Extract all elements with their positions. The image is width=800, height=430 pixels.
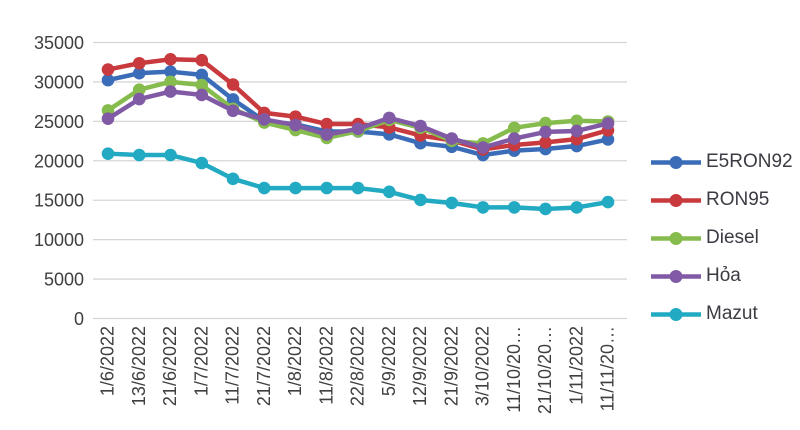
data-point — [226, 78, 240, 91]
data-point — [195, 88, 209, 102]
chart-legend: E5RON92 RON95 Diesel Hỏa — [650, 147, 793, 329]
y-tick-label: 30000 — [34, 72, 84, 92]
x-tick-label: 21/6/2022 — [160, 326, 180, 406]
data-point — [320, 117, 334, 131]
data-point — [507, 201, 521, 214]
data-point — [539, 136, 552, 149]
data-point — [476, 201, 490, 214]
data-point — [195, 156, 209, 170]
data-point — [445, 196, 459, 210]
data-point — [570, 201, 584, 214]
x-tick-label: 22/8/2022 — [348, 326, 368, 406]
data-point — [195, 78, 209, 92]
data-point — [414, 193, 427, 207]
legend-label: E5RON92 — [706, 151, 793, 172]
y-tick-label: 5000 — [44, 270, 84, 290]
y-tick-label: 15000 — [34, 191, 84, 211]
data-point — [445, 132, 459, 145]
data-point — [570, 114, 584, 128]
data-point — [226, 93, 240, 106]
data-point — [101, 63, 115, 76]
legend-marker-icon — [651, 269, 701, 283]
x-tick-label: 12/9/2022 — [410, 326, 430, 406]
data-point — [507, 132, 521, 145]
data-point — [601, 133, 615, 146]
data-point — [570, 124, 584, 138]
x-tick-label: 11/7/2022 — [223, 326, 243, 405]
data-point — [351, 181, 365, 195]
legend-item-mazut: Mazut — [650, 299, 793, 329]
data-point — [539, 202, 552, 216]
data-point — [226, 104, 240, 118]
x-tick-label: 11/8/2022 — [316, 326, 336, 405]
data-point — [414, 119, 427, 133]
data-point — [539, 116, 552, 130]
legend-marker-icon — [651, 231, 701, 245]
y-tick-label: 10000 — [34, 230, 84, 250]
data-point — [257, 113, 271, 126]
legend-label: Mazut — [706, 303, 758, 324]
data-point — [101, 73, 115, 87]
data-point — [382, 111, 396, 125]
y-tick-label: 25000 — [34, 112, 84, 132]
data-point — [164, 65, 177, 78]
legend-item-diesel: Diesel — [650, 223, 793, 253]
data-point — [601, 117, 615, 130]
data-point — [132, 66, 146, 80]
data-point — [164, 52, 177, 66]
data-point — [164, 148, 177, 162]
data-point — [101, 112, 115, 125]
x-tick-label: 21/7/2022 — [254, 326, 274, 406]
x-tick-label: 1/11/2022 — [566, 326, 586, 405]
legend-label: RON95 — [706, 189, 770, 210]
data-point — [195, 68, 209, 82]
data-point — [476, 141, 490, 154]
data-point — [164, 85, 177, 98]
y-tick-label: 0 — [74, 309, 84, 329]
data-point — [320, 181, 334, 195]
x-tick-label: 1/7/2022 — [191, 326, 211, 396]
legend-item-e5ron92: E5RON92 — [650, 147, 793, 177]
data-point — [132, 83, 146, 96]
data-point — [132, 56, 146, 70]
data-point — [382, 185, 396, 199]
data-point — [351, 122, 365, 136]
x-tick-label: 5/9/2022 — [379, 326, 399, 396]
y-tick-label: 20000 — [34, 151, 84, 171]
legend-marker-icon — [651, 155, 701, 169]
data-point — [601, 195, 615, 209]
data-point — [101, 147, 115, 160]
data-point — [226, 172, 240, 186]
x-tick-label: 1/8/2022 — [285, 326, 305, 396]
x-tick-label: 11/10/20… — [504, 326, 524, 413]
x-tick-label: 21/10/20… — [535, 326, 555, 414]
legend-marker-icon — [651, 307, 701, 321]
x-tick-label: 1/6/2022 — [98, 326, 118, 396]
x-tick-label: 11/11/20… — [598, 326, 618, 411]
legend-marker-icon — [651, 193, 701, 207]
legend-label: Hỏa — [706, 265, 741, 286]
x-tick-label: 3/10/2022 — [473, 326, 493, 406]
data-point — [289, 118, 302, 132]
legend-item-hoa: Hỏa — [650, 261, 793, 291]
data-point — [320, 128, 334, 141]
x-tick-label: 21/9/2022 — [441, 326, 461, 406]
legend-item-ron95: RON95 — [650, 185, 793, 215]
y-tick-label: 35000 — [34, 33, 84, 53]
data-point — [507, 121, 521, 135]
data-point — [539, 125, 552, 139]
data-point — [289, 181, 302, 195]
data-point — [132, 92, 146, 106]
data-point — [257, 181, 271, 195]
data-point — [195, 53, 209, 67]
data-point — [164, 75, 177, 89]
x-tick-label: 13/6/2022 — [129, 326, 149, 406]
legend-label: Diesel — [706, 227, 759, 248]
data-point — [132, 148, 146, 162]
